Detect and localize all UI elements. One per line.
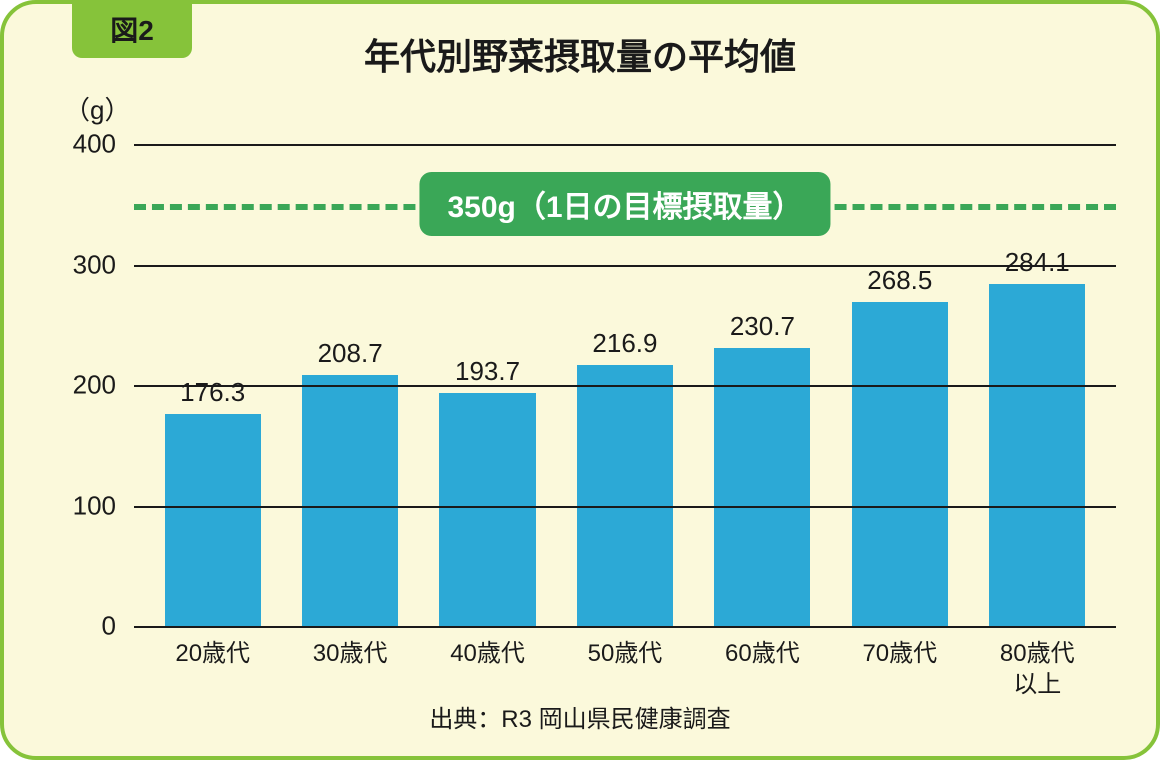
- bar: [852, 302, 948, 626]
- gridline: [134, 265, 1116, 267]
- y-tick-label: 0: [56, 611, 116, 642]
- y-tick-label: 200: [56, 370, 116, 401]
- bar-value-label: 230.7: [730, 311, 795, 342]
- gridline: [134, 626, 1116, 628]
- bar: [439, 393, 535, 626]
- source-text: 出典：R3 岡山県民健康調査: [4, 699, 1156, 734]
- gridline: [134, 385, 1116, 387]
- x-tick-label: 80歳代 以上: [1000, 638, 1075, 700]
- y-axis-unit: （g）: [64, 90, 130, 127]
- x-tick-label: 30歳代: [313, 638, 388, 669]
- plot-area: 176.320歳代208.730歳代193.740歳代216.950歳代230.…: [134, 144, 1116, 626]
- bar-value-label: 284.1: [1005, 247, 1070, 278]
- bar-value-label: 176.3: [180, 377, 245, 408]
- x-tick-label: 40歳代: [450, 638, 525, 669]
- chart-frame: 図2 年代別野菜摂取量の平均値 （g） 176.320歳代208.730歳代19…: [0, 0, 1160, 760]
- bar: [714, 348, 810, 626]
- bar: [989, 284, 1085, 626]
- bar-value-label: 193.7: [455, 356, 520, 387]
- x-tick-label: 50歳代: [588, 638, 663, 669]
- bar-value-label: 216.9: [592, 328, 657, 359]
- y-tick-label: 400: [56, 129, 116, 160]
- bar: [165, 414, 261, 626]
- bar-value-label: 268.5: [867, 265, 932, 296]
- bar: [577, 365, 673, 626]
- gridline: [134, 144, 1116, 146]
- chart-title: 年代別野菜摂取量の平均値: [4, 28, 1156, 80]
- gridline: [134, 506, 1116, 508]
- target-badge: 350g（1日の目標摂取量）: [419, 172, 830, 236]
- x-tick-label: 60歳代: [725, 638, 800, 669]
- y-tick-label: 100: [56, 490, 116, 521]
- bar-value-label: 208.7: [318, 338, 383, 369]
- bar: [302, 375, 398, 626]
- x-tick-label: 20歳代: [175, 638, 250, 669]
- x-tick-label: 70歳代: [862, 638, 937, 669]
- y-tick-label: 300: [56, 249, 116, 280]
